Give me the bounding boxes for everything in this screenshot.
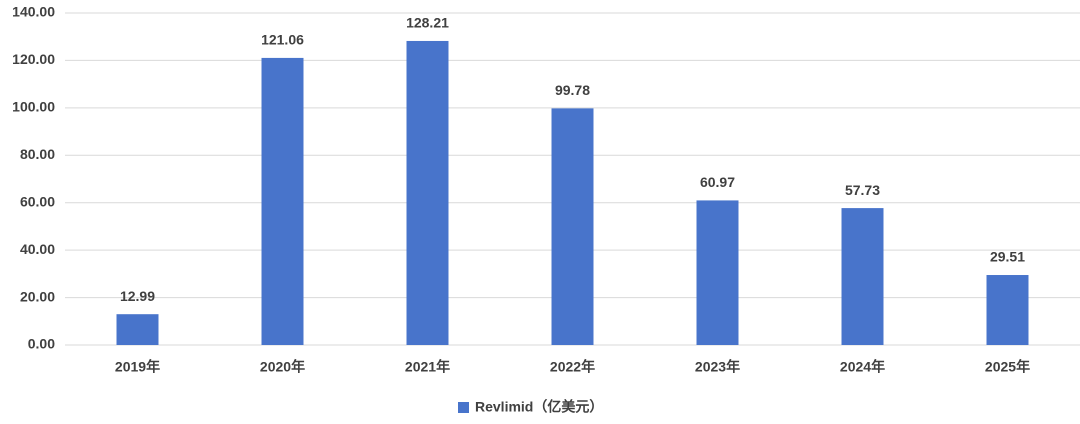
bar (841, 208, 884, 345)
bar (406, 40, 449, 346)
legend-swatch (458, 402, 469, 413)
bar (696, 200, 739, 345)
y-tick-label: 120.00 (12, 51, 55, 67)
y-tick-label: 20.00 (20, 288, 55, 304)
y-tick-label: 40.00 (20, 241, 55, 257)
data-label: 29.51 (990, 249, 1025, 265)
x-tick-label: 2024年 (840, 359, 885, 375)
legend-label: Revlimid（亿美元） (475, 399, 603, 415)
x-tick-label: 2021年 (405, 359, 450, 375)
data-label: 128.21 (406, 15, 449, 31)
y-tick-label: 0.00 (28, 336, 55, 352)
bar (986, 275, 1029, 345)
y-tick-label: 80.00 (20, 146, 55, 162)
bar (261, 57, 304, 345)
data-label: 60.97 (700, 174, 735, 190)
x-tick-label: 2022年 (550, 359, 595, 375)
bar (551, 108, 594, 345)
data-label: 12.99 (120, 288, 155, 304)
data-label: 57.73 (845, 182, 880, 198)
data-label: 99.78 (555, 82, 590, 98)
x-tick-label: 2019年 (115, 359, 160, 375)
data-label: 121.06 (261, 32, 304, 48)
x-tick-label: 2023年 (695, 359, 740, 375)
y-tick-label: 100.00 (12, 99, 55, 115)
x-tick-label: 2020年 (260, 359, 305, 375)
bar (116, 314, 159, 345)
y-tick-label: 60.00 (20, 193, 55, 209)
x-tick-label: 2025年 (985, 359, 1030, 375)
y-tick-label: 140.00 (12, 4, 55, 20)
